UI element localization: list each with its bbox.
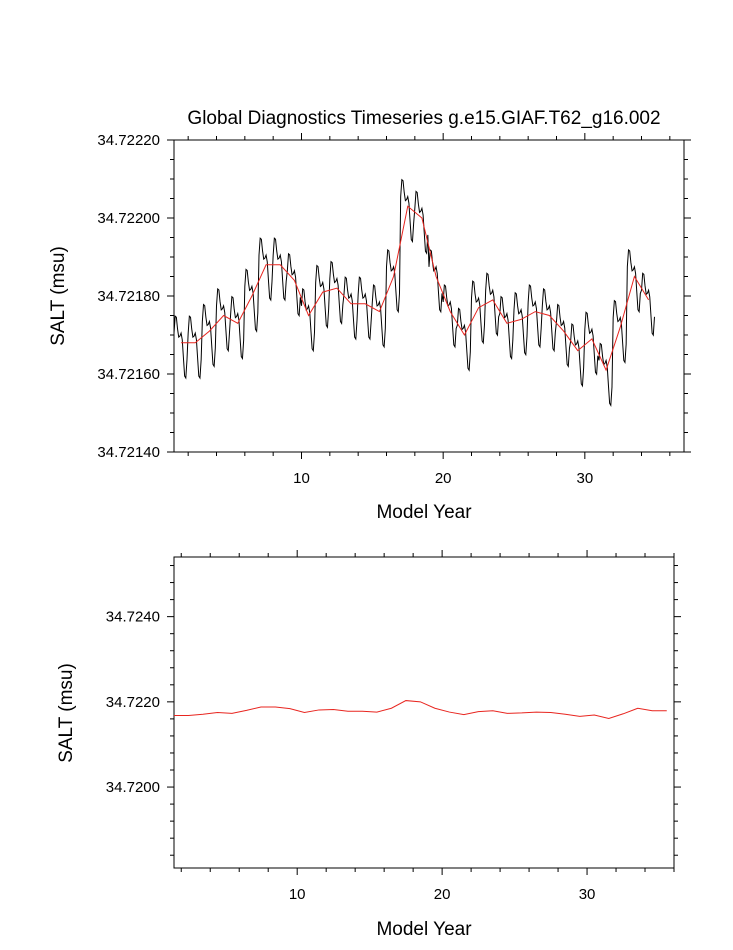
top-y-axis-label: SALT (msu)	[48, 246, 69, 346]
x-tick-label: 20	[435, 470, 452, 487]
y-tick-label: 34.72140	[97, 444, 160, 461]
y-tick-label: 34.72200	[97, 210, 160, 227]
y-tick-label: 34.7240	[106, 609, 160, 626]
plot-frame	[173, 139, 685, 453]
bottom-plot-area: 10 20 30 34.7200 34.7220 34.7240	[106, 550, 681, 903]
annual-mean-line	[181, 205, 650, 372]
y-tick-label: 34.7200	[106, 779, 160, 796]
plot-frame	[173, 556, 675, 869]
x-tick-label: 20	[434, 886, 451, 903]
bottom-x-axis-label: Model Year	[376, 919, 472, 940]
x-tick-label: 30	[579, 886, 596, 903]
bottom-y-axis-label: SALT (msu)	[56, 663, 77, 763]
y-tick-label: 34.72180	[97, 288, 160, 305]
chart-title: Global Diagnostics Timeseries g.e15.GIAF…	[187, 108, 660, 129]
top-chart: Global Diagnostics Timeseries g.e15.GIAF…	[48, 108, 691, 523]
x-tick-label: 10	[289, 886, 306, 903]
monthly-series-line	[174, 178, 655, 407]
top-plot-area: 10 20 30 34.72140 34.72160 34.72180 34.72200 34…	[97, 132, 691, 487]
annual-mean-line	[174, 700, 667, 719]
x-tick-label: 30	[576, 470, 593, 487]
bottom-chart: 10 20 30 34.7200 34.7220 34.7240 Model Year S…	[56, 550, 681, 940]
y-tick-label: 34.72220	[97, 132, 160, 149]
y-tick-label: 34.72160	[97, 366, 160, 383]
x-tick-label: 10	[293, 470, 310, 487]
y-tick-label: 34.7220	[106, 694, 160, 711]
top-x-axis-label: Model Year	[376, 502, 472, 523]
